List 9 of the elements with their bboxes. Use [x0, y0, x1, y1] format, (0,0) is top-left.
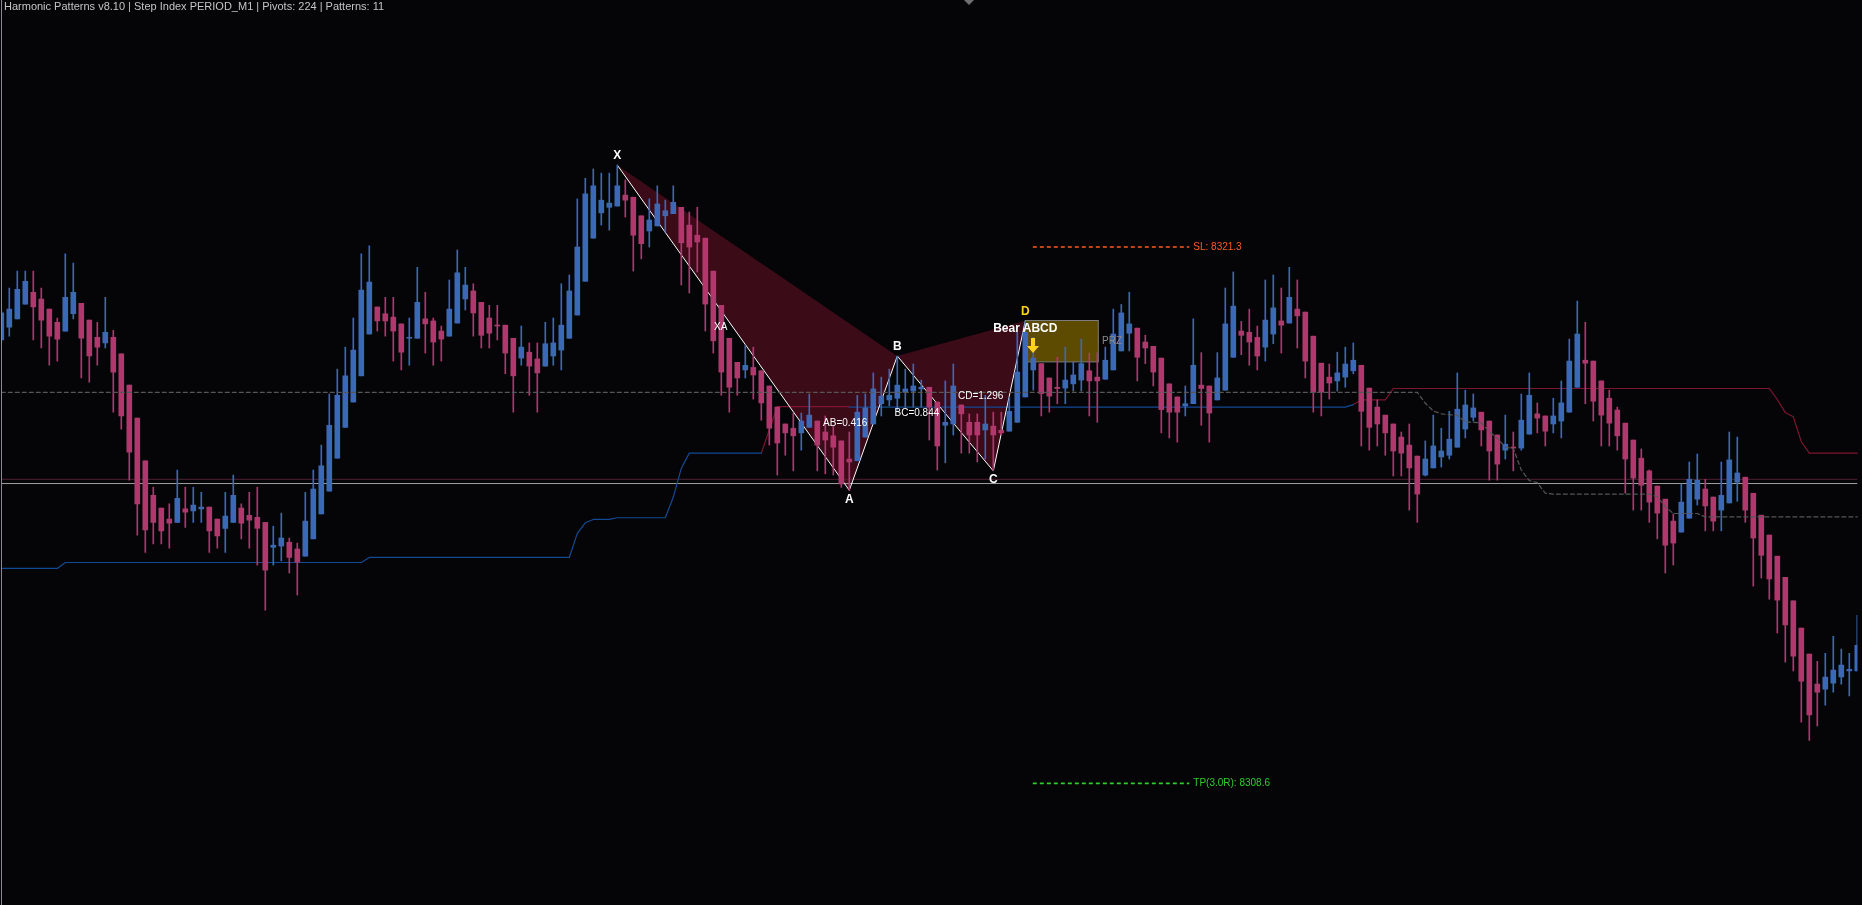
- data-label: A: [844, 491, 854, 506]
- ref-line-label: SL: 8321.3: [1193, 240, 1243, 252]
- data-label: X: [613, 148, 622, 163]
- chart-title: Harmonic Patterns v8.10 | Step Index PERIOD_M1 | Pivots: 224 | Patterns: 11: [4, 0, 385, 13]
- data-label: B: [892, 339, 902, 354]
- annotation: CD=1.296: [957, 389, 1004, 401]
- ref-line-label: TP(3.0R): 8308.6: [1193, 777, 1271, 789]
- data-label: C: [988, 472, 998, 487]
- data-label: D: [1020, 304, 1030, 319]
